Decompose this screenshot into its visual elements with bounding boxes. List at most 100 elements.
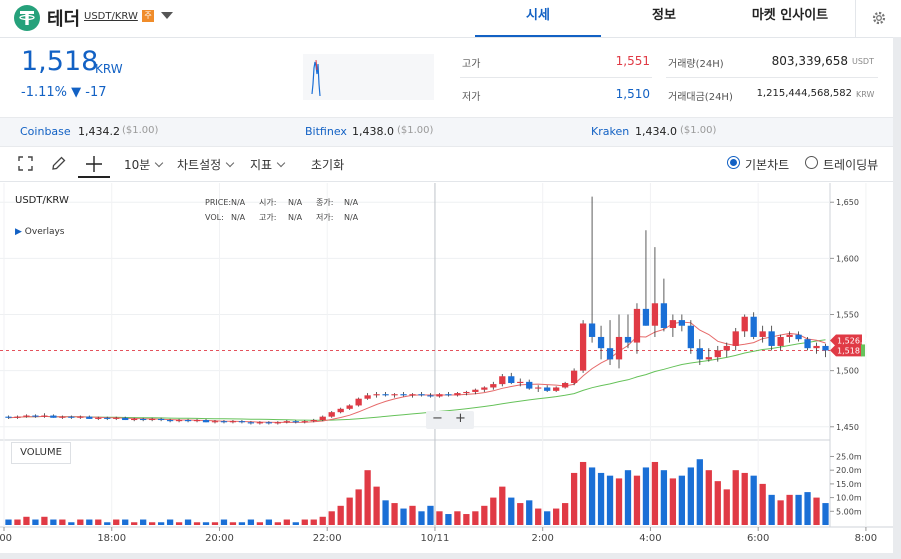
legend-open-value: N/A bbox=[288, 198, 303, 207]
candle-body bbox=[454, 393, 461, 396]
volume-bar bbox=[122, 519, 129, 525]
candle-body bbox=[615, 336, 623, 360]
volume-bar bbox=[409, 505, 416, 525]
crosshair-tool-button[interactable] bbox=[78, 152, 110, 178]
volume-tick-label: 15.0m bbox=[836, 480, 862, 489]
indicators-dropdown[interactable]: 지표 bbox=[250, 156, 286, 173]
candle-body bbox=[508, 376, 515, 383]
price-tag-bg bbox=[830, 334, 862, 347]
fullscreen-icon[interactable] bbox=[18, 156, 33, 171]
volume-tick-label: 20.0m bbox=[836, 466, 862, 475]
candle-body bbox=[229, 421, 237, 423]
price-tick-label: 1,450 bbox=[836, 423, 859, 432]
current-price: 1,518 bbox=[21, 46, 99, 77]
volume-bar bbox=[23, 516, 30, 525]
volume-bar bbox=[768, 494, 775, 525]
exchange-kraken-usd: ($1.00) bbox=[680, 125, 717, 136]
volume-bar bbox=[346, 497, 353, 525]
candle-body bbox=[570, 370, 578, 383]
volume-24h-label: 거래량(24H) bbox=[668, 59, 724, 70]
candlestick-chart[interactable]: 1,650 1,600 1,550 1,500 1,450 25.0m 20.0m 15.0m… bbox=[0, 183, 893, 553]
zoom-out-button[interactable]: − bbox=[432, 411, 443, 426]
volume-bar bbox=[579, 461, 587, 525]
chart-pair-label: USDT/KRW bbox=[15, 195, 69, 206]
candle-body bbox=[624, 336, 632, 343]
legend-high-value: N/A bbox=[288, 213, 303, 222]
candle-body bbox=[364, 395, 371, 399]
price-tick-label: 1,500 bbox=[836, 367, 859, 376]
caret-right-icon: ▶ bbox=[15, 227, 22, 237]
candle-body bbox=[606, 348, 614, 360]
volume-bar bbox=[337, 505, 344, 525]
volume-bar bbox=[238, 522, 246, 525]
volume-bar bbox=[687, 467, 694, 525]
turnover-24h-label: 거래대금(24H) bbox=[668, 92, 733, 103]
volume-bar bbox=[95, 519, 102, 525]
volume-bar bbox=[750, 475, 757, 525]
chart-settings-dropdown[interactable]: 차트설정 bbox=[177, 156, 235, 173]
interval-label: 10분 bbox=[124, 158, 151, 172]
candle-body bbox=[337, 408, 344, 413]
trading-view-label[interactable]: 트레이딩뷰 bbox=[823, 158, 879, 172]
interval-dropdown[interactable]: 10분 bbox=[124, 156, 164, 173]
volume-bar bbox=[265, 519, 273, 525]
volume-bar bbox=[355, 489, 362, 525]
candle-body bbox=[633, 308, 641, 343]
candle-body bbox=[113, 417, 120, 419]
legend-high-label: 고가: bbox=[259, 213, 277, 222]
stat-divider bbox=[666, 77, 878, 78]
volume-bar bbox=[283, 519, 290, 525]
exchange-coinbase-price: 1,434.2 bbox=[78, 125, 120, 138]
candle-body bbox=[157, 418, 165, 421]
volume-bar bbox=[588, 467, 596, 525]
exchange-bitfinex-price: 1,438.0 bbox=[352, 125, 394, 138]
pencil-draw-icon[interactable] bbox=[50, 155, 67, 172]
price-chart-area[interactable]: 1,650 1,600 1,550 1,500 1,450 25.0m 20.0m 15.0m… bbox=[0, 183, 893, 553]
turnover-24h-value: 1,215,444,568,582 bbox=[756, 88, 852, 99]
tab-info[interactable]: 정보 bbox=[652, 8, 676, 23]
zoom-in-button[interactable]: + bbox=[455, 411, 466, 426]
candle-body bbox=[732, 331, 739, 346]
coin-dropdown-caret-icon[interactable] bbox=[161, 12, 173, 19]
candle-body bbox=[274, 422, 281, 424]
exchange-bitfinex-name[interactable]: Bitfinex bbox=[305, 125, 347, 138]
time-tick-label: 22:00 bbox=[313, 533, 342, 544]
volume-bar bbox=[59, 519, 66, 525]
volume-bar bbox=[202, 522, 210, 525]
price-tick-label: 1,550 bbox=[836, 311, 859, 320]
basic-chart-radio[interactable] bbox=[727, 156, 740, 169]
volume-bar bbox=[382, 500, 389, 525]
volume-bar bbox=[247, 519, 255, 525]
tab-price[interactable]: 시세 bbox=[475, 0, 601, 37]
trading-view-radio[interactable] bbox=[805, 156, 818, 169]
reset-button[interactable]: 초기화 bbox=[311, 158, 345, 172]
candle-body bbox=[588, 323, 596, 337]
candle-body bbox=[41, 415, 48, 417]
volume-bar bbox=[418, 511, 425, 525]
basic-chart-label[interactable]: 기본차트 bbox=[745, 158, 790, 172]
tab-market-insight[interactable]: 마켓 인사이트 bbox=[751, 8, 829, 23]
overlays-toggle[interactable]: ▶ Overlays bbox=[15, 227, 64, 237]
exchange-coinbase-name[interactable]: Coinbase bbox=[20, 125, 71, 138]
legend-close-label: 종가: bbox=[316, 198, 334, 207]
volume-bar bbox=[14, 519, 21, 525]
volume-bar bbox=[427, 505, 434, 525]
candle-body bbox=[813, 345, 820, 349]
candle-body bbox=[427, 395, 434, 397]
volume-bar bbox=[544, 511, 551, 525]
candle-body bbox=[669, 320, 677, 328]
candle-body bbox=[409, 394, 416, 396]
exchange-kraken-name[interactable]: Kraken bbox=[591, 125, 630, 138]
candle-body bbox=[202, 420, 210, 423]
candle-body bbox=[283, 421, 290, 423]
exchange-price-bar: Coinbase 1,434.2 ($1.00) Bitfinex 1,438.… bbox=[0, 117, 893, 147]
settings-button[interactable] bbox=[855, 0, 901, 37]
candle-body bbox=[463, 391, 470, 394]
exchange-coinbase-usd: ($1.00) bbox=[122, 125, 159, 136]
volume-bar bbox=[104, 522, 111, 525]
volume-bar bbox=[472, 511, 479, 525]
coin-symbol-link[interactable]: USDT/KRW bbox=[84, 11, 138, 22]
candle-body bbox=[705, 357, 712, 360]
candle-body bbox=[696, 348, 703, 360]
moving-average-short-line bbox=[8, 321, 826, 423]
